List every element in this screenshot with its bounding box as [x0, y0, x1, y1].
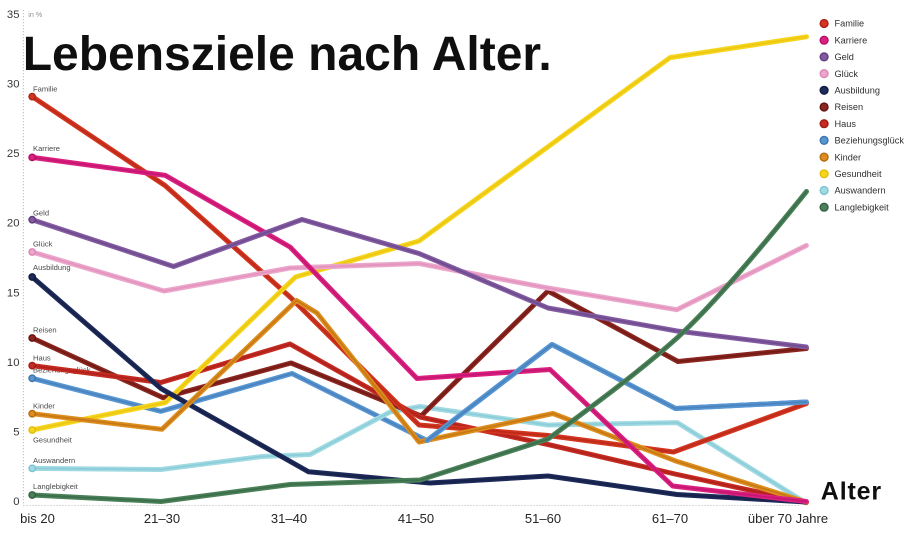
svg-text:10: 10: [7, 357, 20, 369]
svg-text:Ausbildung: Ausbildung: [33, 263, 71, 272]
svg-text:über 70 Jahre: über 70 Jahre: [748, 511, 828, 526]
svg-text:Reisen: Reisen: [33, 326, 57, 335]
svg-text:Karriere: Karriere: [33, 144, 60, 153]
svg-text:bis 20: bis 20: [20, 511, 55, 526]
svg-text:Langlebigkeit: Langlebigkeit: [835, 202, 890, 212]
svg-text:41–50: 41–50: [398, 511, 434, 526]
svg-text:Auswandern: Auswandern: [835, 186, 886, 196]
svg-text:61–70: 61–70: [652, 511, 688, 526]
svg-text:Familie: Familie: [835, 19, 865, 29]
svg-text:Kinder: Kinder: [835, 152, 862, 162]
svg-text:5: 5: [13, 426, 19, 438]
svg-text:Glück: Glück: [835, 69, 859, 79]
svg-text:Familie: Familie: [33, 84, 57, 93]
svg-text:21–30: 21–30: [144, 511, 180, 526]
svg-text:Karriere: Karriere: [835, 35, 868, 45]
svg-text:20: 20: [7, 218, 20, 230]
svg-text:Langlebigkeit: Langlebigkeit: [33, 482, 79, 491]
svg-text:Reisen: Reisen: [835, 102, 864, 112]
svg-text:Beziehungsglück: Beziehungsglück: [835, 136, 905, 146]
svg-text:Gesundheit: Gesundheit: [835, 169, 882, 179]
svg-text:Alter: Alter: [821, 478, 882, 506]
svg-text:15: 15: [7, 287, 20, 299]
svg-text:Haus: Haus: [835, 119, 857, 129]
svg-text:Kinder: Kinder: [33, 402, 55, 411]
svg-text:31–40: 31–40: [271, 511, 307, 526]
svg-text:30: 30: [7, 79, 20, 91]
svg-text:in %: in %: [28, 10, 43, 19]
svg-text:Lebensziele nach Alter.: Lebensziele nach Alter.: [23, 28, 552, 81]
svg-text:Glück: Glück: [33, 239, 53, 248]
svg-text:Geld: Geld: [835, 52, 854, 62]
svg-text:51–60: 51–60: [525, 511, 561, 526]
svg-text:Auswandern: Auswandern: [33, 456, 75, 465]
svg-text:Ausbildung: Ausbildung: [835, 86, 880, 96]
svg-text:Geld: Geld: [33, 209, 49, 218]
svg-text:35: 35: [7, 9, 20, 21]
svg-text:0: 0: [13, 496, 19, 508]
svg-text:Gesundheit: Gesundheit: [33, 435, 73, 444]
svg-text:25: 25: [7, 148, 20, 160]
svg-text:Haus: Haus: [33, 354, 51, 363]
